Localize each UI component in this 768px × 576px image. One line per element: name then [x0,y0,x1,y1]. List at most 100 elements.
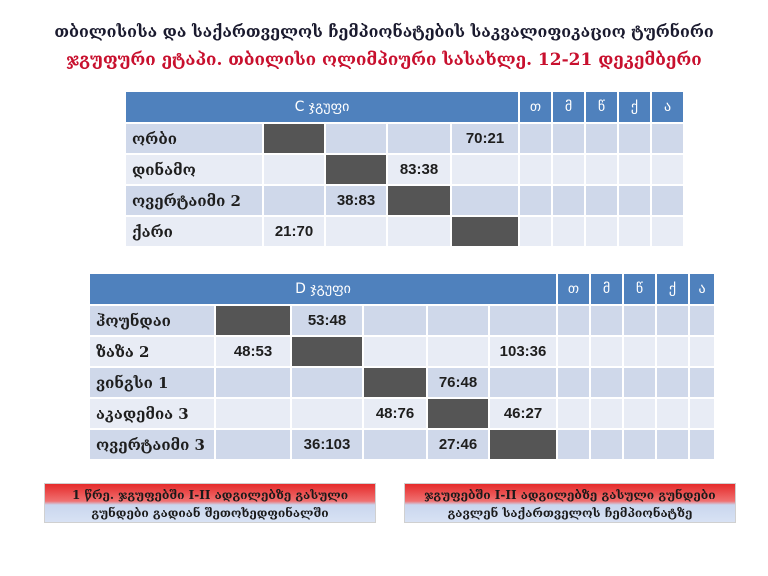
score-cell [216,399,290,428]
col-won: მ [553,92,584,122]
stat-cell [690,337,714,366]
score-cell: 27:46 [428,430,488,459]
note-left: 1 წრე. ჯგუფებში I-II ადგილებზე გასული გუ… [44,483,376,523]
col-lost: წ [624,274,655,304]
stat-cell [652,186,683,215]
score-cell [490,306,556,335]
team-name: ოვერტაიმი 3 [90,430,214,459]
diagonal-cell [292,337,362,366]
stat-cell [553,155,584,184]
score-cell [216,368,290,397]
note-right: ჯგუფებში I-II ადგილებზე გასული გუნდები გ… [404,483,736,523]
tournament-title: თბილისისა და საქართველოს ჩემპიონატების ს… [54,22,714,41]
diagonal-cell [388,186,450,215]
col-played: თ [520,92,551,122]
table-row: ორბი 70:21 [126,124,683,153]
stat-cell [619,186,650,215]
score-cell [428,306,488,335]
score-cell: 46:27 [490,399,556,428]
table-row: ოვერტაიმი 2 38:83 [126,186,683,215]
table-row: ოვერტაიმი 3 36:103 27:46 [90,430,714,459]
table-row: ქარი 21:70 [126,217,683,246]
score-cell: 36:103 [292,430,362,459]
table-row: ჰოუნდაი 53:48 [90,306,714,335]
stat-cell [657,399,688,428]
stat-cell [591,306,622,335]
score-cell [292,399,362,428]
stat-cell [652,155,683,184]
stat-cell [558,306,589,335]
stat-cell [520,217,551,246]
score-cell [264,155,324,184]
stat-cell [520,186,551,215]
stat-cell [690,430,714,459]
score-cell [326,217,386,246]
stat-cell [558,430,589,459]
stat-cell [652,217,683,246]
table-row: ვინგსი 1 76:48 [90,368,714,397]
team-name: აკადემია 3 [90,399,214,428]
col-played: თ [558,274,589,304]
team-name: ქარი [126,217,262,246]
stat-cell [586,124,617,153]
diagonal-cell [428,399,488,428]
score-cell: 103:36 [490,337,556,366]
note-left-line2: გუნდები გადიან შეთოხედფინალში [91,506,329,520]
team-name: ოვერტაიმი 2 [126,186,262,215]
score-cell: 70:21 [452,124,518,153]
stat-cell [624,306,655,335]
stat-cell [558,399,589,428]
team-name: ჰოუნდაი [90,306,214,335]
score-cell: 83:38 [388,155,450,184]
stat-cell [591,368,622,397]
stat-cell [520,155,551,184]
score-cell [388,217,450,246]
score-cell [216,430,290,459]
diagonal-cell [490,430,556,459]
stat-cell [558,337,589,366]
score-cell [452,186,518,215]
score-cell: 48:76 [364,399,426,428]
group-d-name: D ჯგუფი [90,274,556,304]
stat-cell [586,186,617,215]
stat-cell [619,217,650,246]
stat-cell [657,368,688,397]
col-points-diff: ქ [619,92,650,122]
stat-cell [690,399,714,428]
tournament-subtitle: ჯგუფური ეტაპი. თბილისი ოლიმპიური სასახლე… [66,50,702,70]
stat-cell [624,399,655,428]
diagonal-cell [452,217,518,246]
col-points: ა [652,92,683,122]
score-cell [364,306,426,335]
score-cell [364,430,426,459]
stat-cell [558,368,589,397]
stat-cell [591,337,622,366]
col-lost: წ [586,92,617,122]
stat-cell [690,368,714,397]
group-c-name: C ჯგუფი [126,92,518,122]
score-cell [388,124,450,153]
score-cell [326,124,386,153]
stat-cell [652,124,683,153]
stat-cell [553,124,584,153]
diagonal-cell [216,306,290,335]
note-right-line2: გავლენ საქართველოს ჩემპიონატზე [447,506,693,520]
score-cell [364,337,426,366]
score-cell: 76:48 [428,368,488,397]
diagonal-cell [364,368,426,397]
diagonal-cell [326,155,386,184]
stat-cell [619,124,650,153]
score-cell [490,368,556,397]
score-cell [292,368,362,397]
stat-cell [591,399,622,428]
group-d-header: D ჯგუფი თ მ წ ქ ა [90,274,714,304]
team-name: ვინგსი 1 [90,368,214,397]
table-row: დინამო 83:38 [126,155,683,184]
group-c-table: C ჯგუფი თ მ წ ქ ა ორბი 70:21 დინამო 83:38 ოვ… [124,90,685,248]
group-d-table: D ჯგუფი თ მ წ ქ ა ჰოუნდაი 53:48 ზაზა 2 48:5… [88,272,716,461]
stat-cell [624,368,655,397]
table-row: ზაზა 2 48:53 103:36 [90,337,714,366]
stat-cell [591,430,622,459]
stat-cell [553,217,584,246]
stat-cell [624,430,655,459]
